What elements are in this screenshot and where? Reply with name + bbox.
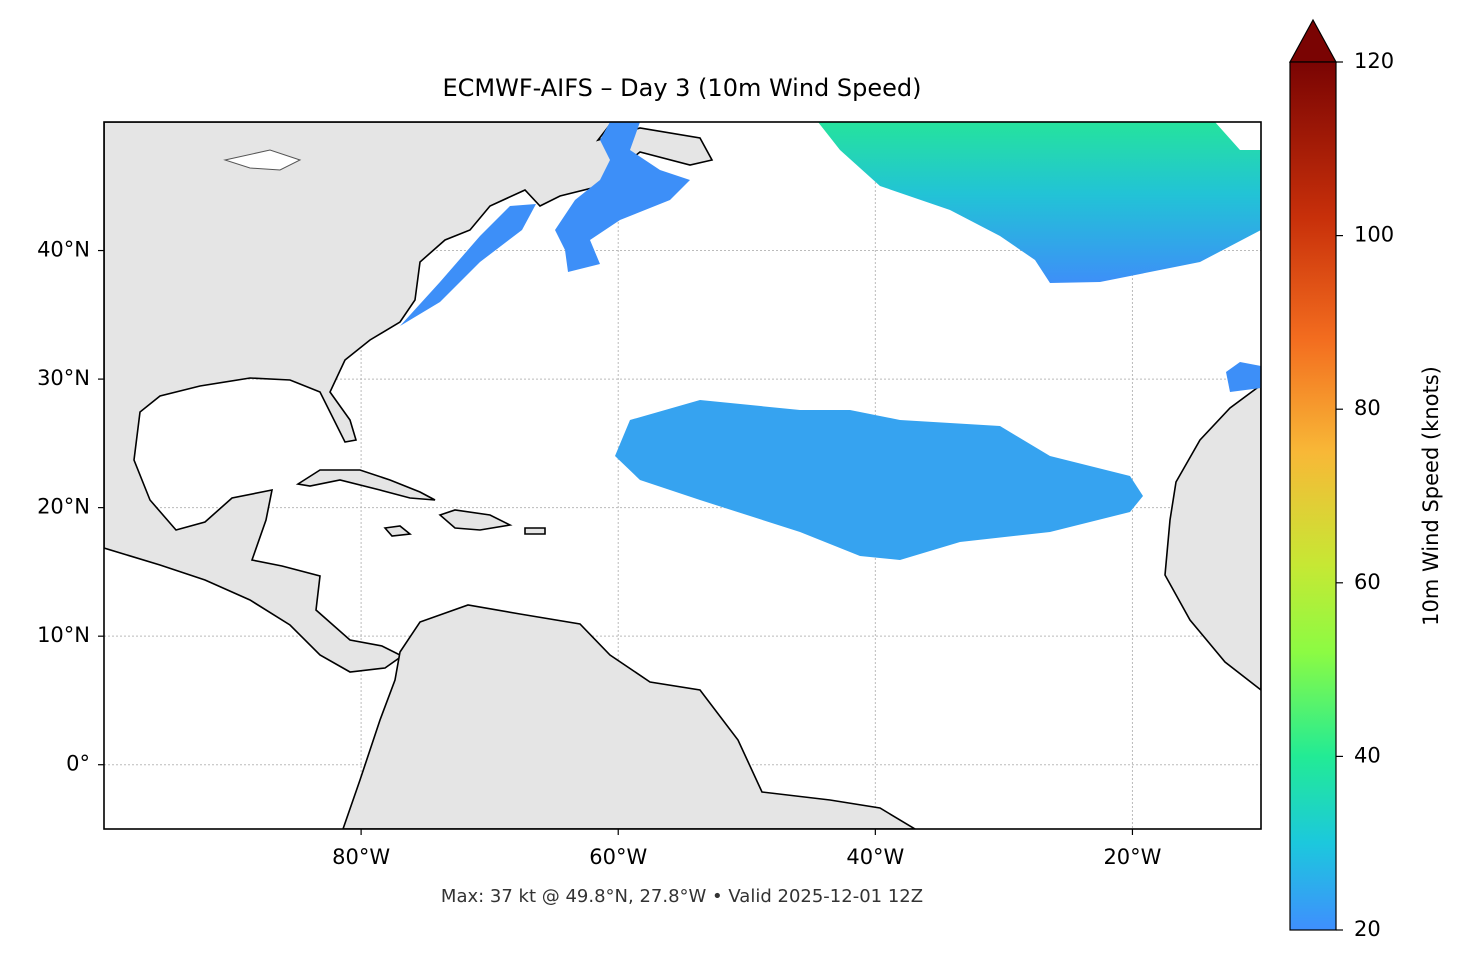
wind-subtropical — [615, 400, 1143, 560]
map-title: ECMWF-AIFS – Day 3 (10m Wind Speed) — [442, 74, 921, 102]
wind-canaries — [1226, 362, 1261, 392]
x-tick-label: 40°W — [846, 845, 904, 869]
jamaica — [383, 525, 413, 537]
y-tick-label: 30°N — [37, 366, 90, 390]
colorbar-label: 10m Wind Speed (knots) — [1419, 366, 1443, 626]
x-tick-label: 80°W — [332, 845, 390, 869]
colorbar-tick-label: 120 — [1354, 49, 1394, 73]
footer-note: Max: 37 kt @ 49.8°N, 27.8°W • Valid 2025… — [441, 886, 923, 907]
x-tick-label: 20°W — [1103, 845, 1161, 869]
colorbar-tick-label: 100 — [1354, 223, 1394, 247]
cuba — [295, 469, 436, 501]
wind-st-lawrence — [555, 122, 690, 272]
wind-us-coast — [400, 204, 536, 326]
y-tick-label: 40°N — [37, 238, 90, 262]
africa — [1164, 384, 1261, 692]
colorbar-extend — [1288, 18, 1338, 63]
y-tick-label: 0° — [66, 752, 90, 776]
wind-north-atlantic — [818, 122, 1261, 283]
colorbar — [1289, 61, 1337, 931]
hispaniola — [438, 509, 513, 531]
great-lakes — [223, 149, 302, 171]
map-area — [104, 122, 1261, 829]
map-frame — [103, 121, 1262, 830]
colorbar-tick-label: 60 — [1354, 570, 1381, 594]
colorbar-tick-label: 80 — [1354, 396, 1381, 420]
south-america — [342, 604, 917, 829]
y-tick-label: 20°N — [37, 495, 90, 519]
puerto-rico — [524, 527, 546, 535]
y-tick-label: 10°N — [37, 623, 90, 647]
colorbar-tick-label: 20 — [1354, 917, 1381, 941]
colorbar-tick-label: 40 — [1354, 743, 1381, 767]
x-tick-label: 60°W — [589, 845, 647, 869]
